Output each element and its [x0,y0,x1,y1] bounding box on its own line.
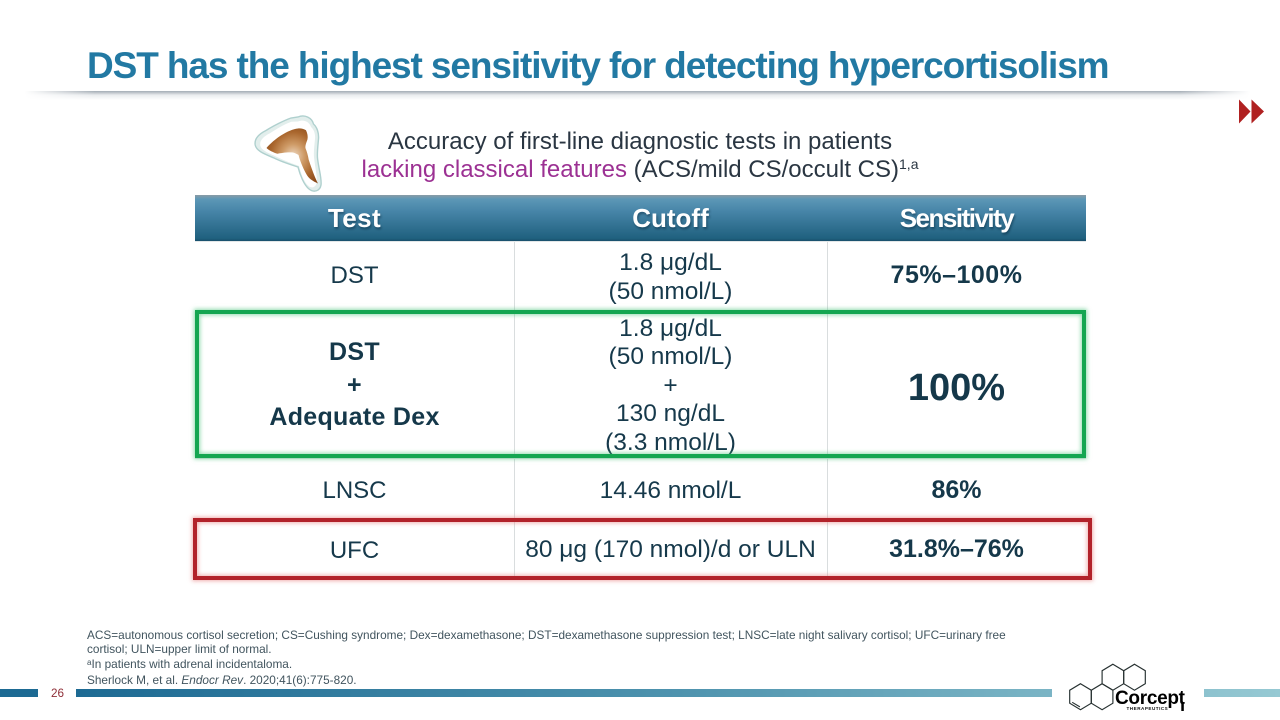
svg-text:THERAPEUTICS: THERAPEUTICS [1127,706,1169,711]
svg-text:Corcept: Corcept [1115,688,1186,709]
